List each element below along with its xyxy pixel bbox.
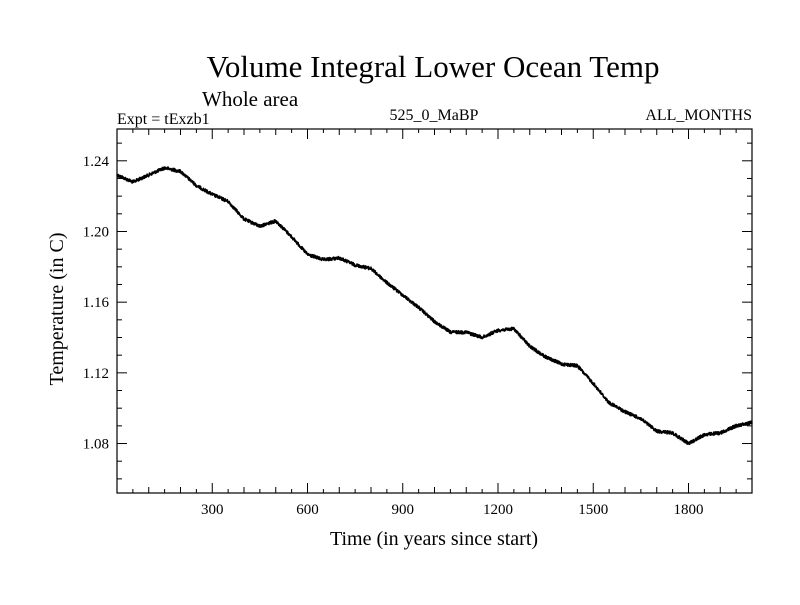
series-point: [211, 193, 213, 195]
x-axis-title: Time (in years since start): [330, 528, 538, 550]
series-point: [370, 267, 372, 270]
series-point: [227, 200, 229, 203]
series-point: [513, 328, 515, 330]
series-point: [656, 430, 658, 432]
series-point: [608, 402, 610, 404]
x-tick-label: 1200: [483, 502, 513, 518]
series-point: [465, 331, 467, 333]
series-point: [195, 184, 197, 187]
series-point: [545, 356, 547, 358]
series-point: [497, 329, 499, 332]
series-point: [719, 432, 721, 434]
series-layer: [116, 166, 753, 446]
series-point: [259, 225, 261, 227]
plot-frame: [116, 128, 753, 494]
x-tick-label: 900: [392, 502, 415, 518]
months-label: ALL_MONTHS: [645, 107, 752, 124]
series-point: [386, 282, 388, 284]
series-point: [132, 181, 134, 183]
plot-area: [116, 128, 753, 494]
series-point: [529, 345, 531, 347]
series-point: [291, 236, 293, 238]
series-point: [751, 421, 753, 423]
series-point: [275, 220, 277, 222]
x-tick-label: 1500: [578, 502, 608, 518]
y-axis-ticks: 1.08 1.12 1.16 1.20 1.24: [83, 142, 752, 480]
series-point: [672, 432, 674, 434]
series-point: [322, 259, 324, 261]
series-point: [402, 294, 404, 296]
chart-title: Volume Integral Lower Ocean Temp: [207, 49, 660, 84]
x-tick-label: 600: [296, 502, 319, 518]
period-label: 525_0_MaBP: [390, 107, 479, 124]
x-tick-label: 1800: [674, 502, 704, 518]
series-point: [354, 264, 356, 266]
x-axis-ticks: 300 600 900 1200 1500 1800: [132, 129, 737, 518]
series-point: [624, 411, 626, 413]
series-point: [306, 253, 309, 256]
series-point: [640, 418, 642, 420]
series-point: [148, 174, 150, 176]
series-point: [560, 363, 563, 365]
series-point: [735, 425, 737, 427]
x-tick-label: 300: [201, 502, 224, 518]
series-point: [433, 321, 436, 323]
series-point: [179, 170, 182, 173]
series-point: [116, 174, 118, 176]
series-point: [449, 331, 451, 333]
series-point: [418, 306, 420, 309]
y-tick-label: 1.08: [83, 437, 109, 453]
series-point: [481, 336, 483, 339]
y-tick-label: 1.24: [83, 154, 110, 170]
series-point: [164, 167, 166, 169]
y-tick-label: 1.12: [83, 366, 109, 382]
series-point: [243, 218, 245, 220]
series-point: [703, 434, 705, 436]
y-axis-title: Temperature (in C): [46, 233, 68, 386]
series-point: [592, 382, 594, 385]
experiment-label: Expt = tExzb1: [117, 111, 210, 128]
chart-subtitle: Whole area: [202, 87, 299, 111]
series-point: [576, 365, 578, 367]
y-tick-label: 1.20: [83, 224, 109, 240]
y-tick-label: 1.16: [83, 295, 110, 311]
series-point: [687, 442, 690, 445]
series-line: [116, 166, 753, 446]
series-point: [338, 257, 340, 259]
